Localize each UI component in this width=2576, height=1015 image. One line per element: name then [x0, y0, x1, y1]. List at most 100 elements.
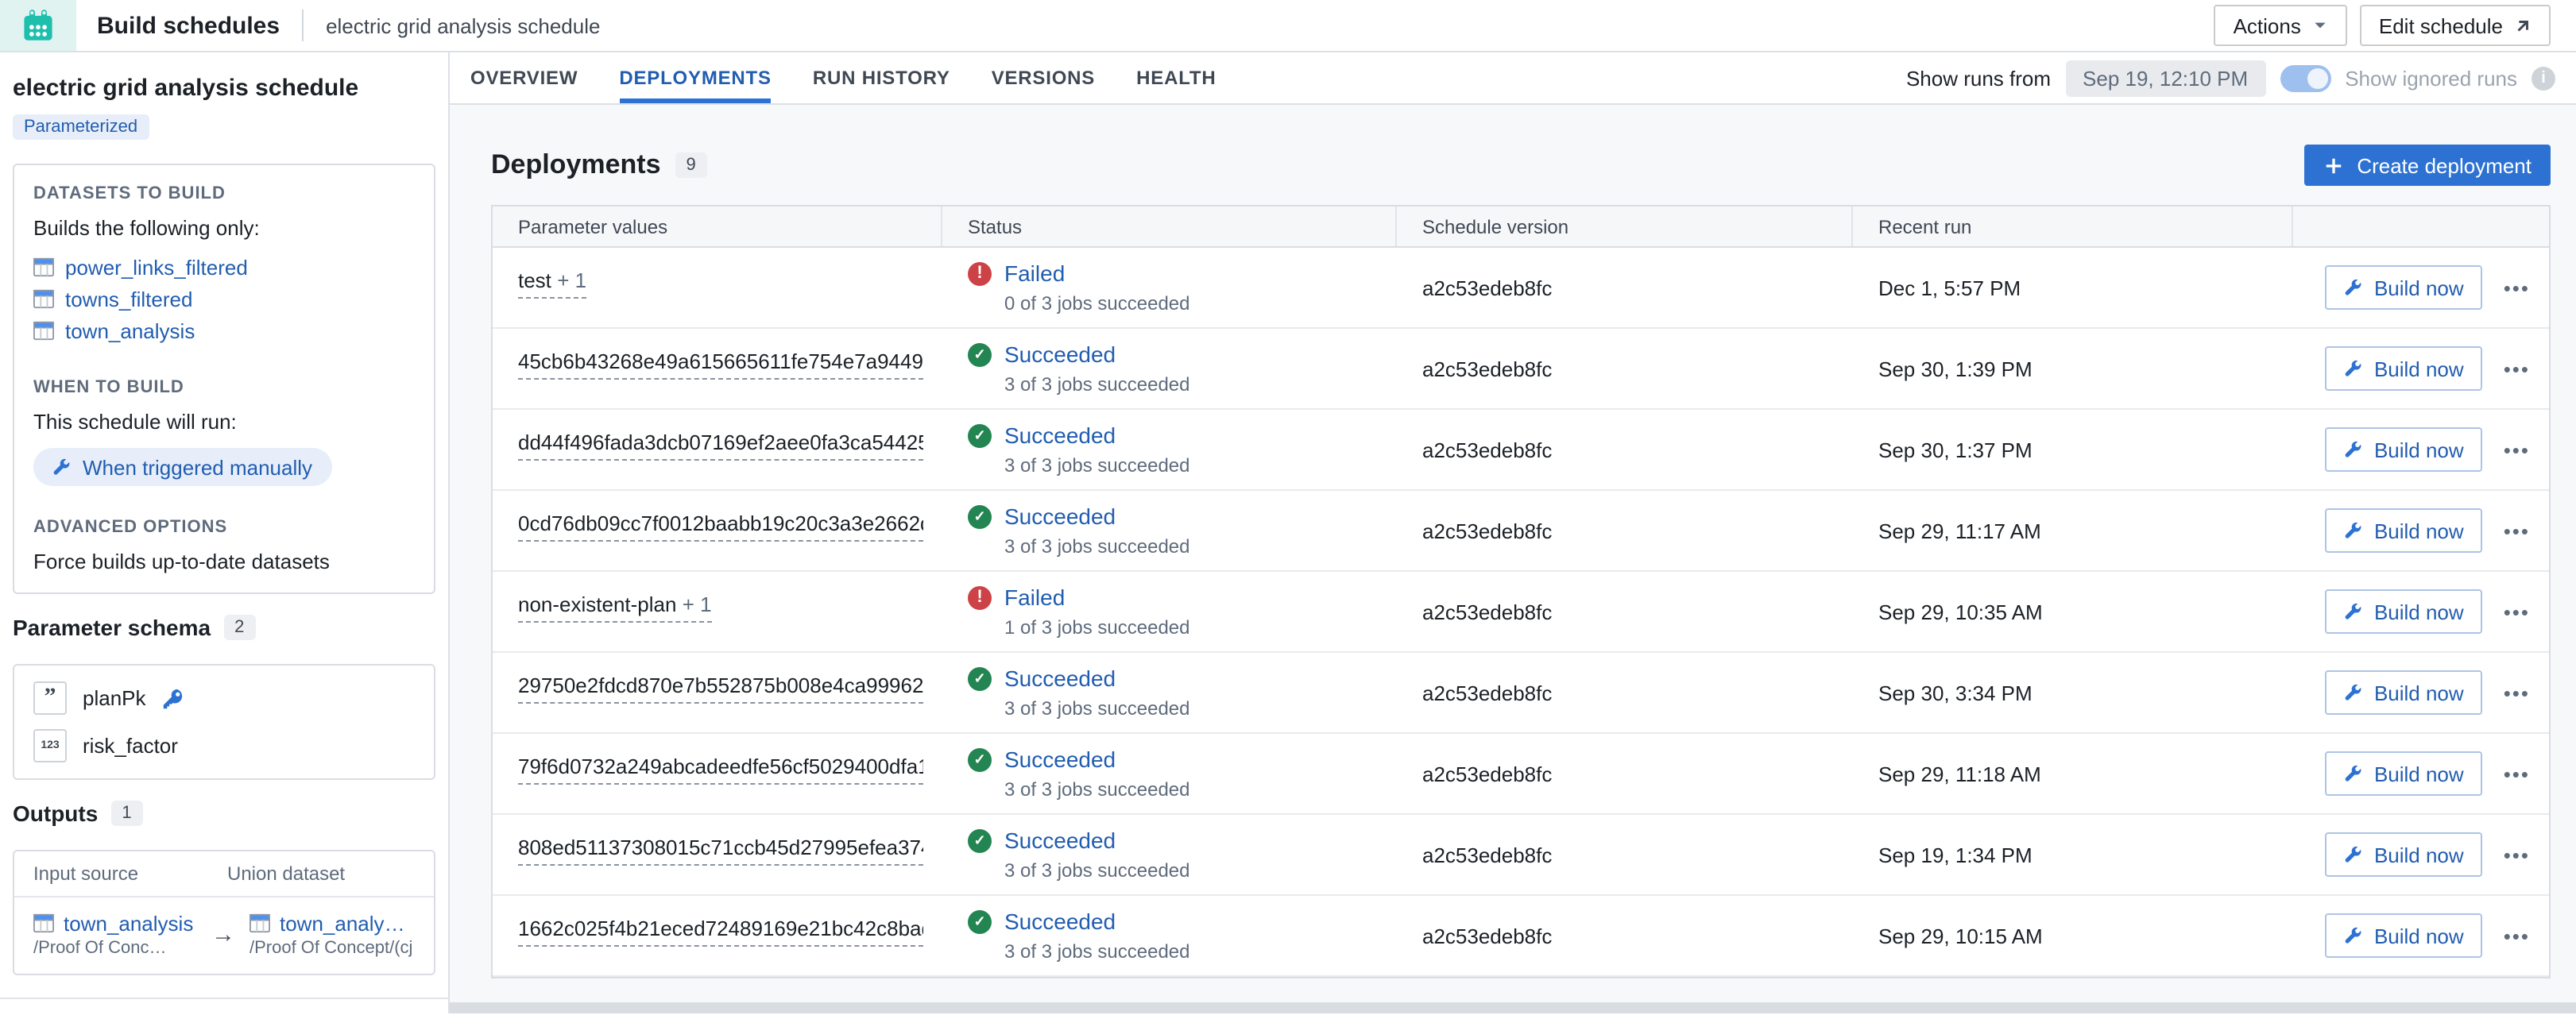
- schedule-version: a2c53edeb8fc: [1397, 357, 1853, 380]
- row-menu-button[interactable]: •••: [2504, 357, 2530, 380]
- schedule-version: a2c53edeb8fc: [1397, 762, 1853, 785]
- edit-schedule-button[interactable]: Edit schedule: [2360, 5, 2551, 46]
- status-link[interactable]: Succeeded: [1004, 504, 1190, 528]
- tabs-bar: OVERVIEW DEPLOYMENTS RUN HISTORY VERSION…: [450, 52, 2576, 105]
- build-now-button[interactable]: Build now: [2325, 427, 2483, 472]
- parameter-values-link[interactable]: 29750e2fdcd870e7b552875b008e4ca999622503…: [518, 673, 923, 704]
- union-dataset-link[interactable]: town_analysis_u…: [249, 912, 415, 936]
- wrench-icon: [2344, 926, 2363, 945]
- status-link[interactable]: Succeeded: [1004, 828, 1190, 852]
- build-now-button[interactable]: Build now: [2325, 589, 2483, 634]
- row-menu-button[interactable]: •••: [2504, 924, 2530, 947]
- status-link[interactable]: Succeeded: [1004, 909, 1190, 933]
- build-now-button[interactable]: Build now: [2325, 508, 2483, 553]
- wrench-icon: [2344, 359, 2363, 378]
- numeric-type-icon: 123: [33, 729, 67, 762]
- union-dataset-path: /Proof Of Concept/(cj…: [249, 939, 415, 958]
- tab-overview[interactable]: OVERVIEW: [470, 52, 578, 103]
- build-now-button[interactable]: Build now: [2325, 346, 2483, 391]
- dataset-table-icon: [33, 288, 54, 309]
- outputs-count-badge: 1: [110, 801, 142, 826]
- show-ignored-runs-label: Show ignored runs: [2345, 66, 2517, 90]
- show-ignored-runs-toggle[interactable]: [2280, 64, 2330, 91]
- recent-run: Dec 1, 5:57 PM: [1853, 276, 2293, 299]
- table-row: test + 1 Failed0 of 3 jobs succeeded a2c…: [493, 248, 2549, 329]
- arrow-right-icon: →: [211, 921, 235, 948]
- horizontal-scrollbar[interactable]: [450, 1002, 2576, 1013]
- parameter-values-link[interactable]: 0cd76db09cc7f0012baabb19c20c3a3e2662d82a…: [518, 511, 923, 542]
- deployments-heading: Deployments: [491, 149, 661, 181]
- status-detail: 1 of 3 jobs succeeded: [1004, 616, 1190, 638]
- build-now-button[interactable]: Build now: [2325, 913, 2483, 958]
- status-icon: [968, 747, 992, 771]
- info-icon[interactable]: i: [2532, 66, 2555, 90]
- chevron-down-icon: [2312, 17, 2328, 33]
- row-menu-button[interactable]: •••: [2504, 762, 2530, 785]
- datasets-to-build-heading: DATASETS TO BUILD: [33, 184, 415, 203]
- app-title: Build schedules: [97, 12, 280, 39]
- actions-button[interactable]: Actions: [2214, 5, 2347, 46]
- status-link[interactable]: Succeeded: [1004, 747, 1190, 771]
- parameter-values-link[interactable]: 808ed51137308015c71ccb45d27995efea374513…: [518, 836, 923, 866]
- status-link[interactable]: Succeeded: [1004, 666, 1190, 690]
- tab-health[interactable]: HEALTH: [1136, 52, 1216, 103]
- row-menu-button[interactable]: •••: [2504, 276, 2530, 299]
- parameter-schema-count-badge: 2: [223, 615, 255, 640]
- row-menu-button[interactable]: •••: [2504, 681, 2530, 704]
- tab-deployments[interactable]: DEPLOYMENTS: [619, 52, 772, 103]
- schedule-title: electric grid analysis schedule: [13, 75, 358, 102]
- key-icon: [162, 687, 184, 709]
- wrench-icon: [2344, 278, 2363, 297]
- build-now-button[interactable]: Build now: [2325, 670, 2483, 715]
- status-icon: [968, 828, 992, 852]
- input-source-column-header: Input source: [33, 863, 227, 885]
- top-bar: Build schedules electric grid analysis s…: [0, 0, 2576, 52]
- status-link[interactable]: Failed: [1004, 261, 1190, 285]
- parameter-values-link[interactable]: 1662c025f4b21eced72489169e21bc42c8bad65f…: [518, 917, 923, 947]
- row-menu-button[interactable]: •••: [2504, 843, 2530, 866]
- dataset-link[interactable]: power_links_filtered: [33, 251, 415, 283]
- dataset-link[interactable]: towns_filtered: [33, 283, 415, 315]
- row-menu-button[interactable]: •••: [2504, 519, 2530, 542]
- column-header-status: Status: [942, 206, 1397, 246]
- calendar-schedule-icon: [21, 8, 56, 43]
- parameter-values-link[interactable]: dd44f496fada3dcb07169ef2aee0fa3ca5442548…: [518, 430, 923, 461]
- input-dataset-link[interactable]: town_analysis: [33, 912, 208, 936]
- dataset-link[interactable]: town_analysis: [33, 315, 415, 346]
- build-now-button[interactable]: Build now: [2325, 751, 2483, 796]
- input-dataset-path: /Proof Of Conc…: [33, 939, 208, 958]
- wrench-icon: [2344, 521, 2363, 540]
- table-row: 1662c025f4b21eced72489169e21bc42c8bad65f…: [493, 896, 2549, 977]
- status-icon: [968, 342, 992, 366]
- status-icon: [968, 585, 992, 609]
- show-runs-from-date[interactable]: Sep 19, 12:10 PM: [2065, 60, 2265, 96]
- status-detail: 3 of 3 jobs succeeded: [1004, 535, 1190, 557]
- show-runs-from-label: Show runs from: [1906, 66, 2051, 90]
- schedule-version: a2c53edeb8fc: [1397, 276, 1853, 299]
- parameter-values-link[interactable]: 79f6d0732a249abcadeedfe56cf5029400dfa181…: [518, 754, 923, 785]
- parameter-values-link[interactable]: test + 1: [518, 268, 586, 299]
- tab-run-history[interactable]: RUN HISTORY: [813, 52, 950, 103]
- build-now-button[interactable]: Build now: [2325, 265, 2483, 310]
- wrench-icon: [2344, 602, 2363, 621]
- recent-run: Sep 30, 3:34 PM: [1853, 681, 2293, 704]
- wrench-icon: [52, 457, 72, 477]
- parameter-values-link[interactable]: non-existent-plan + 1: [518, 592, 712, 623]
- column-header-actions: [2293, 206, 2549, 246]
- status-icon: [968, 909, 992, 933]
- status-link[interactable]: Succeeded: [1004, 342, 1190, 366]
- row-menu-button[interactable]: •••: [2504, 438, 2530, 461]
- parameter-values-link[interactable]: 45cb6b43268e49a615665611fe754e7a944948a1…: [518, 349, 923, 380]
- row-menu-button[interactable]: •••: [2504, 600, 2530, 623]
- status-detail: 3 of 3 jobs succeeded: [1004, 453, 1190, 476]
- schedule-version: a2c53edeb8fc: [1397, 438, 1853, 461]
- build-now-button[interactable]: Build now: [2325, 832, 2483, 877]
- advanced-options-heading: ADVANCED OPTIONS: [33, 518, 415, 537]
- status-link[interactable]: Succeeded: [1004, 423, 1190, 447]
- create-deployment-button[interactable]: Create deployment: [2304, 145, 2551, 186]
- tab-versions[interactable]: VERSIONS: [992, 52, 1095, 103]
- status-link[interactable]: Failed: [1004, 585, 1190, 609]
- build-schedules-app-icon[interactable]: [0, 0, 76, 51]
- wrench-icon: [2344, 683, 2363, 702]
- wrench-icon: [2344, 764, 2363, 783]
